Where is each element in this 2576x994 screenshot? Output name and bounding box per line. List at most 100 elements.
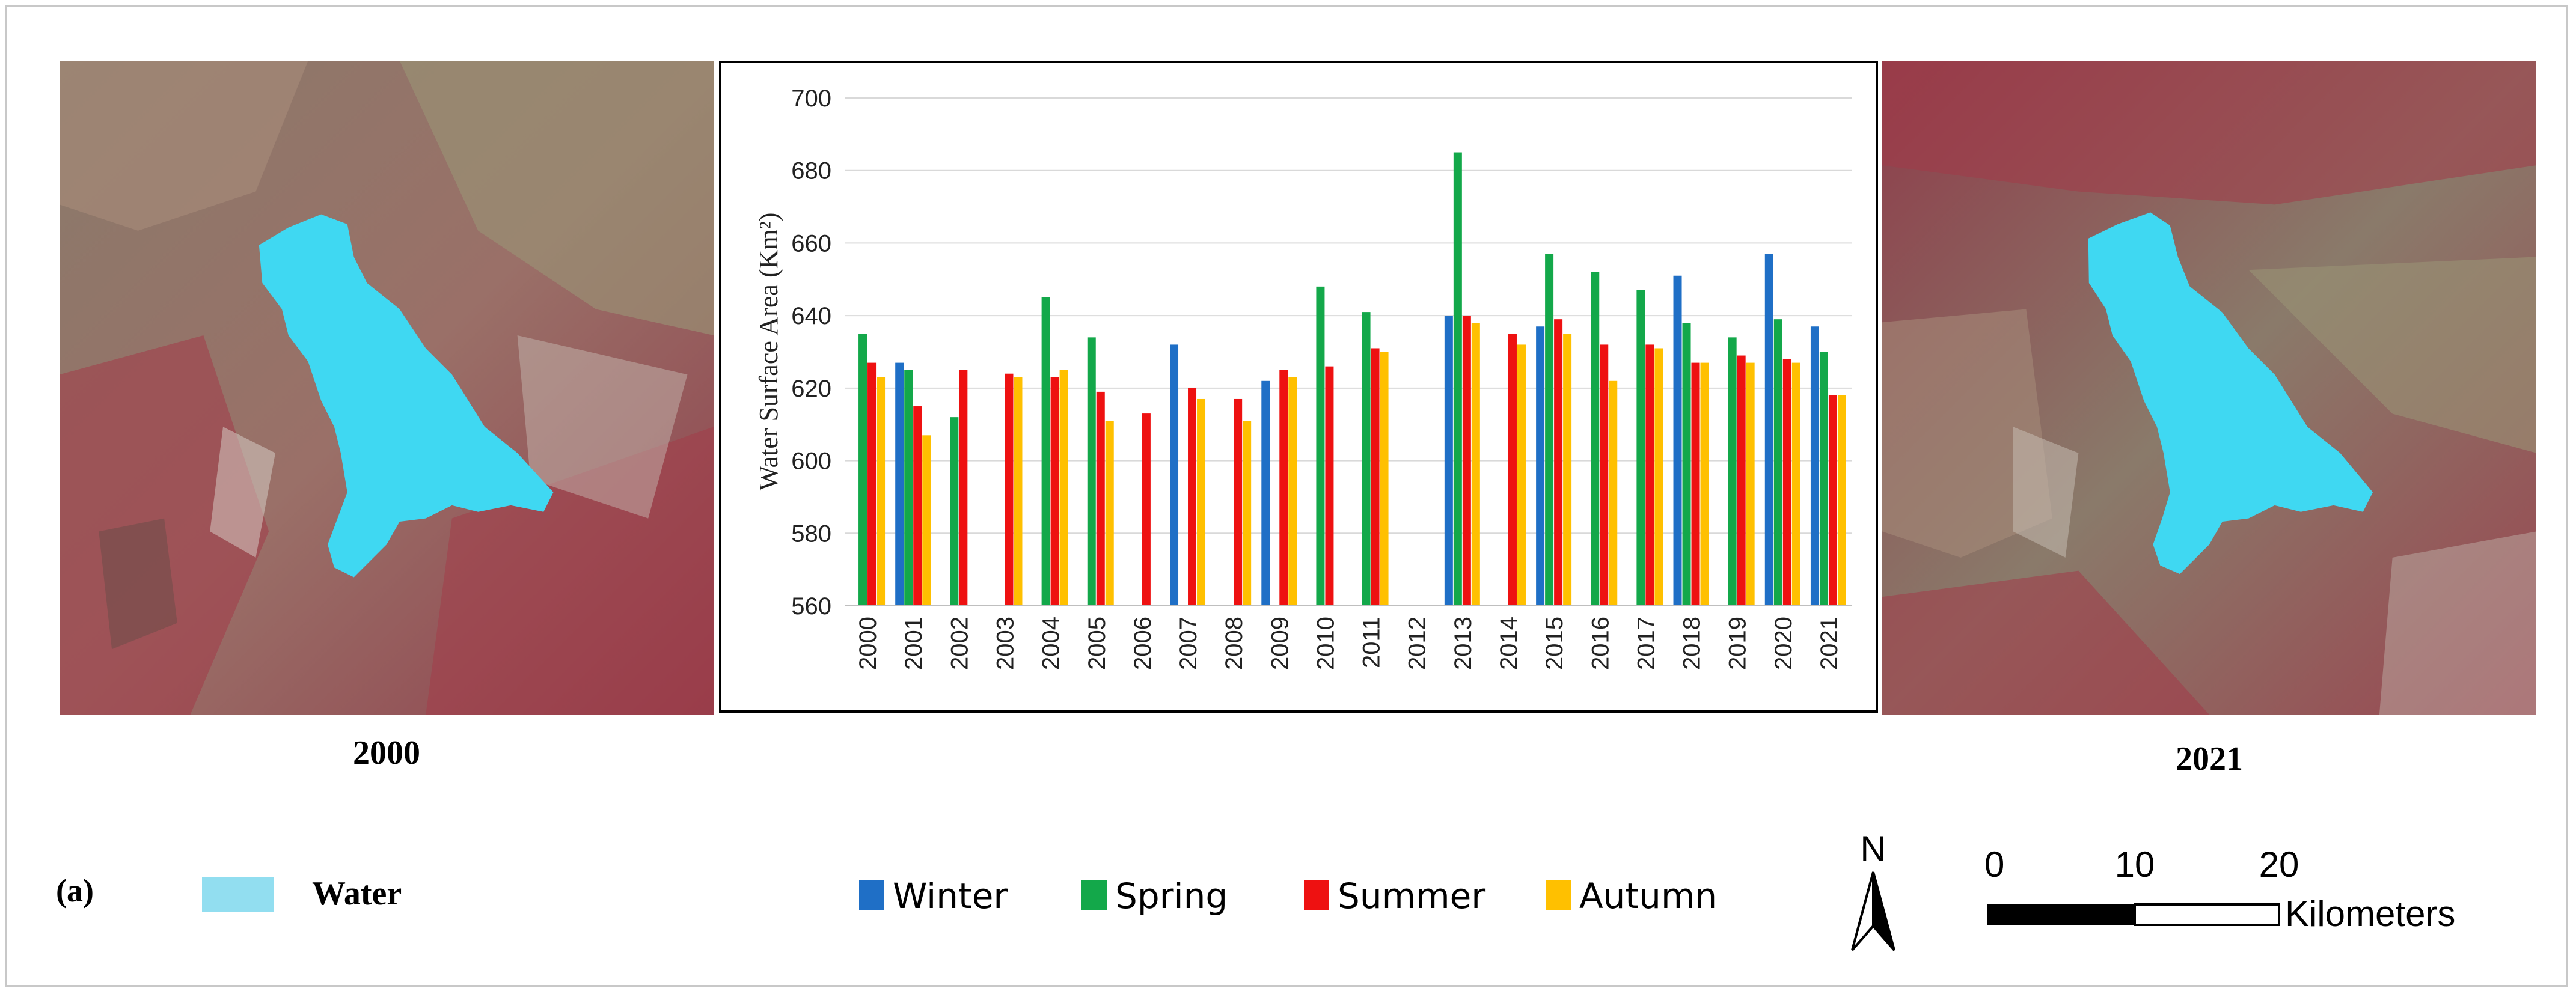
scale-bar: 0 10 20 Kilometers [1984, 844, 2455, 934]
bar-autumn-2013 [1471, 323, 1480, 606]
bar-autumn-2015 [1563, 334, 1572, 606]
x-tick-label: 2004 [1038, 617, 1065, 670]
legend-swatch-autumn [1546, 880, 1571, 910]
bar-autumn-2021 [1837, 395, 1846, 606]
bar-summer-2006 [1142, 413, 1151, 606]
bar-winter-2001 [895, 362, 904, 606]
bar-winter-2009 [1261, 380, 1270, 606]
y-tick-label: 620 [791, 376, 831, 402]
bar-summer-2016 [1600, 344, 1609, 606]
bars [858, 152, 1846, 606]
y-tick-label: 600 [791, 448, 831, 475]
scale-segment-light [2134, 903, 2280, 926]
legend-label-summer: Summer [1338, 876, 1486, 916]
bar-winter-2020 [1764, 254, 1773, 606]
bar-summer-2004 [1050, 377, 1059, 606]
bar-autumn-2017 [1654, 348, 1663, 606]
x-tick-label: 2020 [1770, 617, 1797, 670]
bar-autumn-2018 [1700, 362, 1709, 606]
bar-summer-2017 [1645, 344, 1654, 606]
x-tick-label: 2008 [1221, 617, 1247, 670]
x-tick-label: 2013 [1450, 617, 1476, 670]
bar-summer-2009 [1279, 370, 1288, 606]
north-arrow-icon: N [1851, 830, 1895, 951]
bar-autumn-2008 [1243, 421, 1252, 606]
y-tick-label: 560 [791, 593, 831, 620]
axes: 560 580 600 620 640 660 680 700 2000 2001 2002 2003… [791, 85, 1852, 670]
figure-frame: 2000 2021 560 580 600 620 640 660 680 700 2000 20… [5, 5, 2568, 987]
bar-summer-2000 [867, 362, 877, 606]
bar-autumn-2016 [1609, 380, 1618, 606]
map-2000-image [60, 61, 714, 715]
bar-chart: 560 580 600 620 640 660 680 700 2000 2001 2002 2003… [754, 85, 1852, 670]
bar-summer-2001 [913, 406, 922, 606]
legend-label-autumn: Autumn [1579, 876, 1718, 916]
scale-tick-10: 10 [2115, 844, 2155, 885]
bar-summer-2003 [1005, 373, 1014, 606]
bar-spring-2021 [1819, 352, 1828, 606]
x-tick-label: 2003 [992, 617, 1018, 670]
bar-spring-2015 [1545, 254, 1554, 606]
bar-summer-2005 [1096, 391, 1105, 606]
bar-autumn-2011 [1380, 352, 1389, 606]
legend-swatch-spring [1081, 880, 1107, 910]
scale-tick-20: 20 [2259, 844, 2299, 885]
water-swatch [202, 877, 274, 912]
x-tick-label: 2001 [901, 617, 927, 670]
map-2021 [1882, 61, 2536, 715]
bar-autumn-2020 [1791, 362, 1800, 606]
scale-unit: Kilometers [2285, 894, 2455, 934]
lake-2000 [259, 214, 554, 578]
bar-summer-2018 [1691, 362, 1700, 606]
bar-summer-2020 [1782, 359, 1791, 606]
y-tick-label: 580 [791, 520, 831, 547]
bar-spring-2001 [904, 370, 913, 606]
x-tick-label: 2016 [1587, 617, 1614, 670]
x-tick-label: 2015 [1541, 617, 1568, 670]
bar-autumn-2005 [1105, 421, 1114, 606]
y-axis-title: Water Surface Area (Km²) [754, 213, 783, 491]
x-tick-label: 2002 [946, 617, 973, 670]
map-2021-image [1882, 61, 2536, 715]
bar-summer-2010 [1325, 366, 1334, 606]
scale-tick-0: 0 [1984, 844, 2004, 885]
x-tick-label: 2011 [1359, 617, 1385, 668]
x-tick-label: 2005 [1084, 617, 1110, 670]
bar-winter-2007 [1170, 344, 1179, 606]
x-tick-label: 2017 [1633, 617, 1659, 670]
bar-summer-2002 [959, 370, 968, 606]
bar-winter-2021 [1810, 326, 1819, 606]
x-tick-label: 2000 [855, 617, 881, 670]
bar-spring-2000 [858, 334, 867, 606]
bar-spring-2018 [1682, 323, 1691, 606]
bar-autumn-2001 [922, 435, 931, 606]
bar-summer-2014 [1508, 334, 1517, 606]
bar-spring-2002 [950, 417, 959, 606]
bar-spring-2020 [1773, 319, 1782, 606]
north-label: N [1860, 830, 1886, 869]
bar-autumn-2007 [1197, 398, 1206, 606]
y-tick-label: 700 [791, 85, 831, 112]
bar-autumn-2009 [1288, 377, 1297, 606]
bar-summer-2008 [1234, 398, 1243, 606]
x-tick-label: 2007 [1175, 617, 1202, 670]
x-tick-label: 2018 [1679, 617, 1706, 670]
bar-summer-2015 [1554, 319, 1563, 606]
legend-swatch-winter [859, 880, 884, 910]
bar-spring-2004 [1041, 297, 1050, 606]
x-tick-label: 2014 [1496, 617, 1522, 670]
map-year-2021: 2021 [2176, 740, 2243, 778]
bar-autumn-2003 [1014, 377, 1023, 606]
bar-summer-2007 [1188, 388, 1197, 606]
scale-segment-dark [1987, 904, 2135, 925]
bar-summer-2013 [1462, 316, 1471, 606]
bar-spring-2017 [1636, 290, 1645, 606]
y-tick-label: 680 [791, 158, 831, 184]
bar-autumn-2014 [1517, 344, 1526, 606]
panel-label: (a) [56, 873, 94, 909]
bar-spring-2013 [1453, 152, 1462, 606]
bar-autumn-2000 [877, 377, 886, 606]
map-2000 [60, 61, 714, 715]
chart-panel: 560 580 600 620 640 660 680 700 2000 2001 2002 2003… [719, 61, 1878, 713]
bar-winter-2018 [1673, 275, 1682, 606]
